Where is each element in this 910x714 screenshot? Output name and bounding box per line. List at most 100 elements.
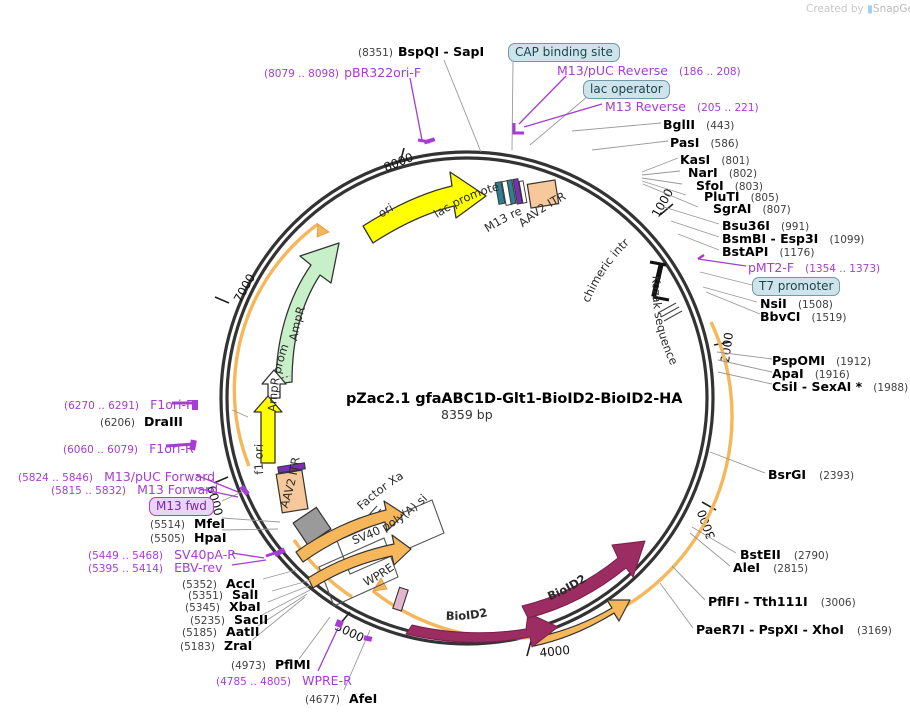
enzyme-position: (2393) xyxy=(819,470,855,482)
feature-box-aav2-itr-left xyxy=(275,462,309,514)
primer-name: pMT2-F xyxy=(748,260,795,275)
enzyme-name: MfeI xyxy=(194,516,226,531)
enzyme-name: DraIII xyxy=(144,414,183,429)
enzyme-label-kasi: KasI (801) xyxy=(680,151,750,167)
enzyme-name: PflMI xyxy=(275,657,311,672)
feature-arrow-wpre-2 xyxy=(295,500,405,563)
feature-badge-lac-operator[interactable]: lac operator xyxy=(583,80,670,99)
svg-text:AmpR promoter: AmpR promoter xyxy=(0,0,292,412)
svg-text:1000: 1000 xyxy=(649,186,676,219)
primer-position: (186 .. 208) xyxy=(679,66,741,78)
enzyme-position: (5183) xyxy=(180,641,215,653)
enzyme-position: (802) xyxy=(728,168,758,180)
primer-label-m13puc-reverse: M13/pUC Reverse (186 .. 208) xyxy=(557,62,741,78)
enzyme-name: Bsu36I xyxy=(722,218,770,233)
feature-box-ha xyxy=(392,586,409,612)
enzyme-label-hpai: (5505) HpaI xyxy=(150,529,227,545)
enzyme-name: SalI xyxy=(232,587,259,602)
enzyme-label-nari: NarI (802) xyxy=(688,164,757,180)
primer-position: (6270 .. 6291) xyxy=(64,400,139,412)
watermark-prefix: Created by xyxy=(806,3,864,15)
primer-badge-m13-fwd[interactable]: M13 fwd xyxy=(149,497,214,516)
enzyme-position: (1099) xyxy=(829,234,865,246)
feature-arrow-bioid-orange xyxy=(531,599,631,647)
enzyme-name: ZraI xyxy=(224,638,253,653)
svg-text:BioID2: BioID2 xyxy=(446,605,489,623)
enzyme-label-draiii: (6206) DraIII xyxy=(100,413,183,429)
enzyme-name: AatII xyxy=(226,624,260,639)
primer-position: (1354 .. 1373) xyxy=(805,263,881,275)
enzyme-label-nsii: NsiI (1508) xyxy=(760,295,833,311)
enzyme-position: (801) xyxy=(721,155,750,167)
primer-position: (5395 .. 5414) xyxy=(88,563,163,575)
feature-arrow-ampr xyxy=(275,242,340,385)
enzyme-name: BsmBI - Esp3I xyxy=(722,231,819,246)
primer-label-f1ori-r: (6060 .. 6079) F1ori-R xyxy=(63,440,194,456)
enzyme-name: PflFI - Tth111I xyxy=(708,594,808,609)
enzyme-label-sacii: (5235) SacII xyxy=(190,611,268,627)
enzyme-name: XbaI xyxy=(229,599,261,614)
primer-position: (5815 .. 5832) xyxy=(51,485,126,497)
page-title: pZac2.1 gfaABC1D-Glt1-BioID2-BioID2-HA xyxy=(346,391,683,407)
enzyme-name: HpaI xyxy=(194,530,227,545)
feature-arrow-f1-ori xyxy=(253,395,283,464)
enzyme-label-sali: (5351) SalI xyxy=(188,586,258,602)
enzyme-label-pflfi-tth111i: PflFI - Tth111I (3006) xyxy=(708,593,856,609)
primer-label-wpre-r: (4785 .. 4805) WPRE-R xyxy=(216,672,352,688)
enzyme-position: (803) xyxy=(734,181,764,193)
feature-badge-label: CAP binding site xyxy=(508,43,620,62)
enzyme-label-aatii: (5185) AatII xyxy=(182,623,259,639)
enzyme-name: BstEII xyxy=(740,547,781,562)
primer-label-sv40pa-r: (5449 .. 5468) SV40pA-R xyxy=(88,546,236,562)
svg-text:SV40 poly(A) signal: SV40 poly(A) signal xyxy=(0,0,430,547)
primer-label-m13-forward: (5815 .. 5832) M13 Forward xyxy=(51,481,218,497)
feature-arrow-wpre-1 xyxy=(307,534,412,589)
enzyme-name: PspOMI xyxy=(772,353,826,368)
primer-position: (6060 .. 6079) xyxy=(63,444,138,456)
primer-position: (205 .. 221) xyxy=(697,102,759,114)
enzyme-name: SacII xyxy=(234,612,269,627)
enzyme-name: NarI xyxy=(688,165,718,180)
feature-chimeric-intron xyxy=(649,260,670,302)
feature-badge-t7-promoter[interactable]: T7 promoter xyxy=(752,277,841,296)
enzyme-position: (5514) xyxy=(150,519,185,531)
enzyme-name: BsrGI xyxy=(768,467,807,482)
feature-kozak-sequence xyxy=(657,302,683,322)
primer-label-pmt2-f: pMT2-F (1354 .. 1373) xyxy=(748,259,880,275)
enzyme-position: (5505) xyxy=(150,533,185,545)
primer-name: M13/pUC Reverse xyxy=(557,63,668,78)
primer-position: (5449 .. 5468) xyxy=(88,550,163,562)
enzyme-label-alei: AleI (2815) xyxy=(733,559,808,575)
enzyme-label-bstell: BstEII (2790) xyxy=(740,546,829,562)
enzyme-position: (2815) xyxy=(773,563,809,575)
enzyme-label-apai: ApaI (1916) xyxy=(772,365,850,381)
enzyme-position: (6206) xyxy=(100,417,135,429)
enzyme-label-zrai: (5183) ZraI xyxy=(180,637,252,653)
enzyme-name: BglII xyxy=(663,117,696,132)
primer-label-f1ori-f: (6270 .. 6291) F1ori-F xyxy=(64,396,193,412)
enzyme-label-bstapi: BstAPI (1176) xyxy=(722,243,814,259)
svg-text:8000: 8000 xyxy=(382,150,416,174)
enzyme-label-bsrgi: BsrGI (2393) xyxy=(768,466,854,482)
svg-text:lac promoter: lac promoter xyxy=(0,0,501,221)
enzyme-label-paer7i-pspxi-xhoi: PaeR7I - PspXI - XhoI (3169) xyxy=(696,621,892,637)
primer-position: (5824 .. 5846) xyxy=(18,472,93,484)
enzyme-name: BstAPI xyxy=(722,244,769,259)
enzyme-position: (805) xyxy=(750,192,779,204)
enzyme-position: (4677) xyxy=(305,694,340,706)
enzyme-name: CsiI - SexAI * xyxy=(772,379,863,394)
enzyme-label-bspqi-sapi: (8351) BspQI - SapI xyxy=(358,43,484,59)
primer-name: M13 Reverse xyxy=(605,99,686,114)
primer-label-ebv-rev: (5395 .. 5414) EBV-rev xyxy=(88,559,222,575)
enzyme-label-pspomi: PspOMI (1912) xyxy=(772,352,871,368)
feature-badge-cap-binding-site[interactable]: CAP binding site xyxy=(508,43,620,62)
enzyme-position: (1519) xyxy=(811,312,847,324)
svg-text:ori: ori xyxy=(375,200,395,220)
enzyme-name: PluTI xyxy=(704,189,740,204)
feature-cluster-top xyxy=(494,178,560,209)
enzyme-position: (1988) xyxy=(873,382,909,394)
enzyme-name: ApaI xyxy=(772,366,804,381)
enzyme-name: SfoI xyxy=(696,178,724,193)
enzyme-name: SgrAI xyxy=(713,201,752,216)
